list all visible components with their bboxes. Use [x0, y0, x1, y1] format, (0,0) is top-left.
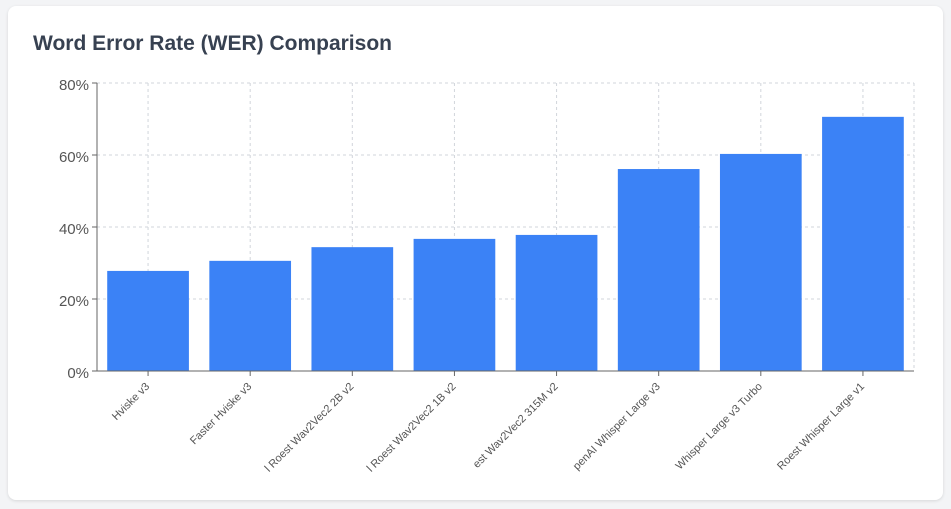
x-tick-label: Hviske v3: [110, 381, 152, 423]
y-tick-label: 40%: [59, 221, 89, 238]
x-tick-label: est Wav2Vec2 315M v2: [471, 381, 561, 471]
x-tick-label: Whisper Large v3 Turbo: [673, 381, 764, 472]
bar: [107, 270, 189, 371]
bar: [311, 247, 394, 371]
bar: [617, 169, 700, 371]
y-tick-label: 0%: [67, 365, 89, 382]
bar: [515, 234, 598, 371]
x-tick-label: Faster Hviske v3: [188, 381, 254, 447]
x-tick-label: l Roest Wav2Vec2 1B v2: [365, 381, 459, 475]
bar: [209, 260, 292, 371]
y-tick-label: 20%: [59, 293, 89, 310]
x-tick-label: Roest Whisper Large v1: [775, 381, 867, 473]
bar: [822, 116, 904, 371]
bar: [719, 153, 802, 371]
x-tick-label: penAI Whisper Large v3: [571, 381, 663, 473]
y-tick-label: 60%: [59, 149, 89, 166]
bar: [413, 238, 496, 371]
y-tick-label: 80%: [59, 77, 89, 94]
chart-title: Word Error Rate (WER) Comparison: [33, 32, 392, 55]
x-tick-label: l Roest Wav2Vec2 2B v2: [263, 381, 357, 475]
